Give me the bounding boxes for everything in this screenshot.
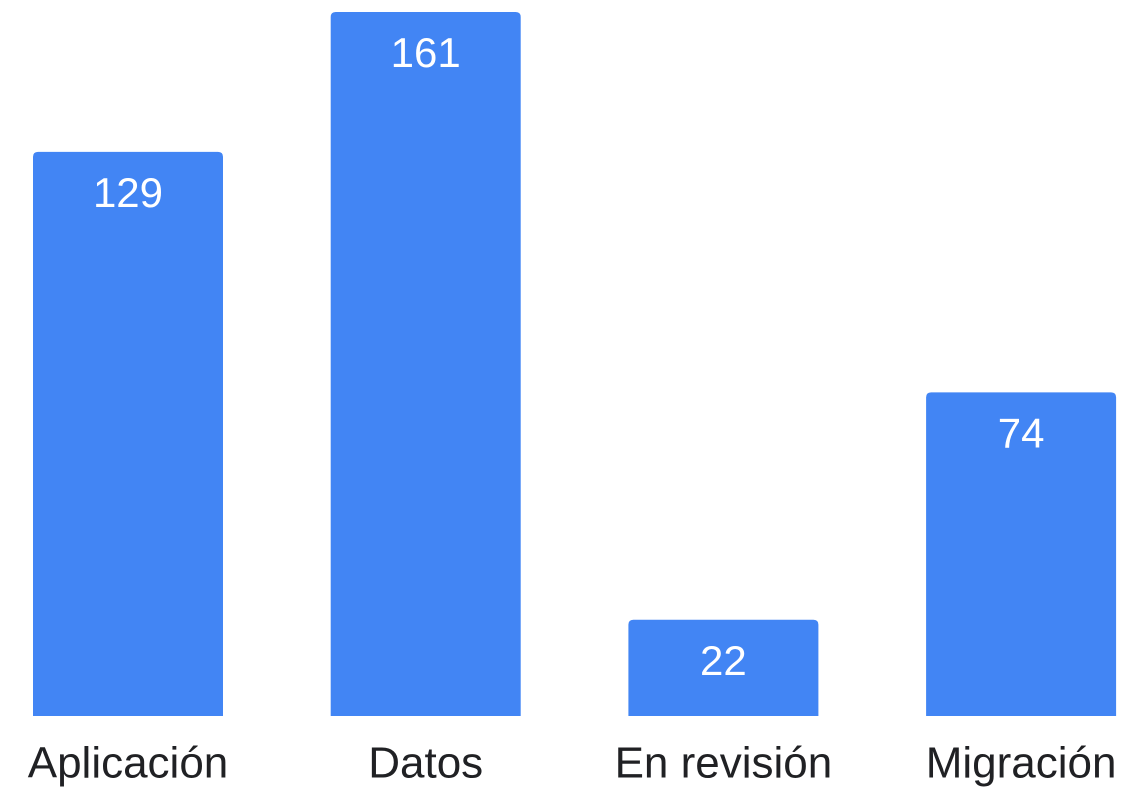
value-label: 74 [998, 410, 1045, 457]
value-label: 129 [93, 169, 163, 216]
x-tick-label: Migración [926, 739, 1117, 788]
bar [33, 151, 223, 716]
x-tick-label: Aplicación [28, 739, 229, 788]
value-label: 22 [700, 637, 747, 684]
x-tick-label: Datos [368, 739, 483, 788]
bar [330, 12, 521, 716]
x-tick-label: En revisión [615, 739, 833, 788]
value-label: 161 [391, 29, 461, 76]
bar [628, 619, 819, 716]
bar [926, 392, 1117, 716]
